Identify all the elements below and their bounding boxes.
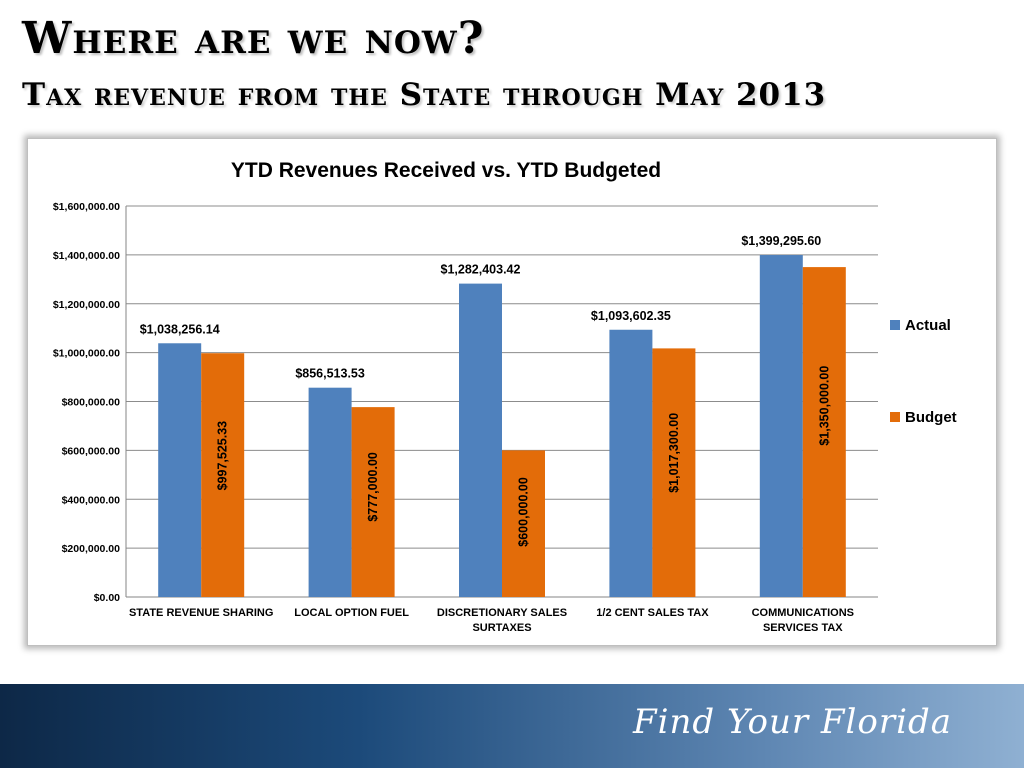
bar-budget — [502, 450, 545, 597]
data-label-budget: $997,525.33 — [216, 421, 230, 491]
x-category-label: STATE REVENUE SHARING — [129, 607, 273, 619]
legend-swatch-budget — [890, 412, 900, 422]
y-tick-label: $0.00 — [94, 592, 120, 604]
data-label-actual: $1,282,403.42 — [441, 263, 521, 277]
legend: Actual Budget — [890, 317, 957, 426]
data-label-actual: $1,038,256.14 — [140, 322, 220, 336]
y-tick-label: $200,000.00 — [62, 543, 121, 555]
data-label-actual: $856,513.53 — [295, 367, 365, 381]
x-category-label: SURTAXES — [472, 622, 531, 634]
y-axis: $0.00 $200,000.00 $400,000.00 $600,000.00 $8… — [53, 201, 127, 604]
bar-actual — [759, 255, 803, 598]
chart-title: YTD Revenues Received vs. YTD Budgeted — [231, 159, 661, 182]
bar-actual — [308, 387, 352, 597]
bar-budget — [351, 407, 395, 597]
x-category-label: LOCAL OPTION FUEL — [294, 607, 409, 619]
y-tick-label: $400,000.00 — [62, 494, 121, 506]
data-label-actual: $1,399,295.60 — [741, 234, 821, 248]
slide-title: Where are we now? — [22, 13, 485, 64]
bar-budget — [652, 348, 696, 597]
bar-actual — [609, 329, 653, 597]
revenue-bar-chart: YTD Revenues Received vs. YTD Budgeted $… — [53, 159, 957, 634]
data-label-budget: $777,000.00 — [366, 452, 380, 522]
x-category-label: COMMUNICATIONS — [752, 607, 854, 619]
data-label-budget: $600,000.00 — [517, 477, 531, 547]
footer-brand-text: Find Your Florida — [633, 702, 952, 742]
y-tick-label: $800,000.00 — [62, 397, 121, 409]
slide-subtitle: Tax revenue from the State through May 2… — [22, 77, 827, 113]
y-tick-label: $600,000.00 — [62, 445, 121, 457]
legend-label-actual: Actual — [905, 317, 951, 334]
footer-banner: Find Your Florida — [0, 684, 1024, 768]
legend-swatch-actual — [890, 320, 900, 330]
x-category-label: SERVICES TAX — [763, 622, 843, 634]
chart-frame: YTD Revenues Received vs. YTD Budgeted $… — [27, 138, 997, 646]
x-axis-categories: STATE REVENUE SHARING LOCAL OPTION FUEL DI… — [129, 607, 854, 634]
x-category-label: 1/2 CENT SALES TAX — [596, 607, 709, 619]
data-label-actual: $1,093,602.35 — [591, 309, 671, 323]
data-label-budget: $1,350,000.00 — [817, 366, 831, 446]
bar-actual — [158, 343, 202, 597]
legend-label-budget: Budget — [905, 409, 957, 426]
x-category-label: DISCRETIONARY SALES — [437, 607, 567, 619]
bar-actual — [459, 283, 502, 597]
data-label-budget: $1,017,300.00 — [667, 413, 681, 493]
y-tick-label: $1,400,000.00 — [53, 250, 120, 262]
data-labels: $1,038,256.14 $997,525.33 $856,513.53 $777,… — [140, 234, 832, 547]
bars — [158, 255, 846, 598]
bar-budget — [802, 267, 846, 597]
y-tick-label: $1,600,000.00 — [53, 201, 120, 213]
y-tick-label: $1,200,000.00 — [53, 299, 120, 311]
y-tick-label: $1,000,000.00 — [53, 348, 120, 360]
bar-budget — [201, 353, 245, 597]
